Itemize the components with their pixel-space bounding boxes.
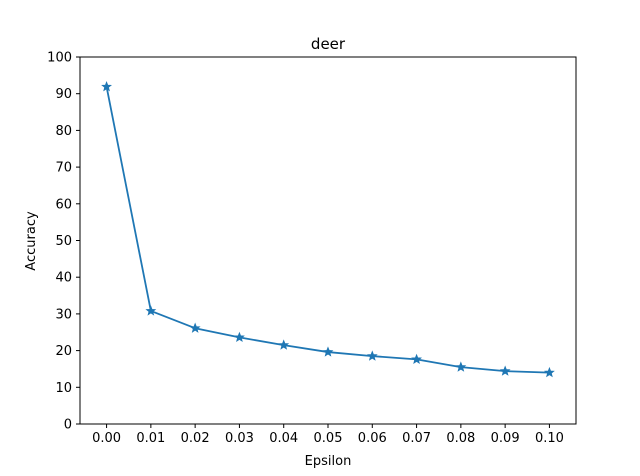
- y-tick-label: 20: [55, 344, 72, 359]
- series-layer: [101, 81, 555, 378]
- x-tick-label: 0.08: [446, 431, 475, 446]
- y-axis-label: Accuracy: [24, 211, 39, 271]
- x-tick-label: 0.06: [358, 431, 387, 446]
- y-tick-label: 0: [64, 418, 72, 433]
- plot-frame: [79, 56, 577, 425]
- x-tick-label: 0.01: [136, 431, 165, 446]
- x-tick-label: 0.02: [181, 431, 210, 446]
- data-point-marker: [366, 350, 378, 361]
- y-tick-label: 70: [55, 161, 72, 176]
- data-point-marker: [544, 366, 555, 378]
- y-tick-label: 50: [55, 234, 72, 249]
- y-tick-label: 100: [47, 51, 72, 66]
- data-point-marker: [455, 361, 467, 372]
- x-tick-label: 0.00: [92, 431, 121, 446]
- x-tick-label: 0.04: [269, 431, 298, 446]
- x-tick-label: 0.05: [314, 431, 343, 446]
- chart-title: deer: [311, 35, 346, 53]
- axis-ticks: 0.00 0.01 0.02 0.03 0.04 0.05 0.06 0.07 0.08 0.09…: [47, 51, 564, 447]
- data-point-marker: [234, 331, 245, 342]
- data-point-marker: [189, 322, 201, 333]
- x-axis-label: Epsilon: [305, 454, 352, 469]
- y-tick-label: 30: [55, 307, 72, 322]
- y-tick-label: 60: [55, 197, 72, 212]
- data-point-marker: [278, 339, 290, 350]
- x-tick-label: 0.07: [402, 431, 431, 446]
- y-tick-label: 10: [55, 381, 72, 396]
- data-point-marker: [411, 353, 422, 365]
- y-tick-label: 40: [55, 271, 72, 286]
- data-point-marker: [101, 81, 112, 92]
- x-tick-label: 0.09: [491, 431, 520, 446]
- y-tick-label: 80: [55, 124, 72, 139]
- data-point-marker: [145, 305, 157, 316]
- x-tick-label: 0.03: [225, 431, 254, 446]
- x-tick-label: 0.10: [535, 431, 564, 446]
- data-point-marker: [322, 346, 334, 357]
- y-tick-label: 90: [55, 87, 72, 102]
- data-point-marker: [499, 365, 511, 376]
